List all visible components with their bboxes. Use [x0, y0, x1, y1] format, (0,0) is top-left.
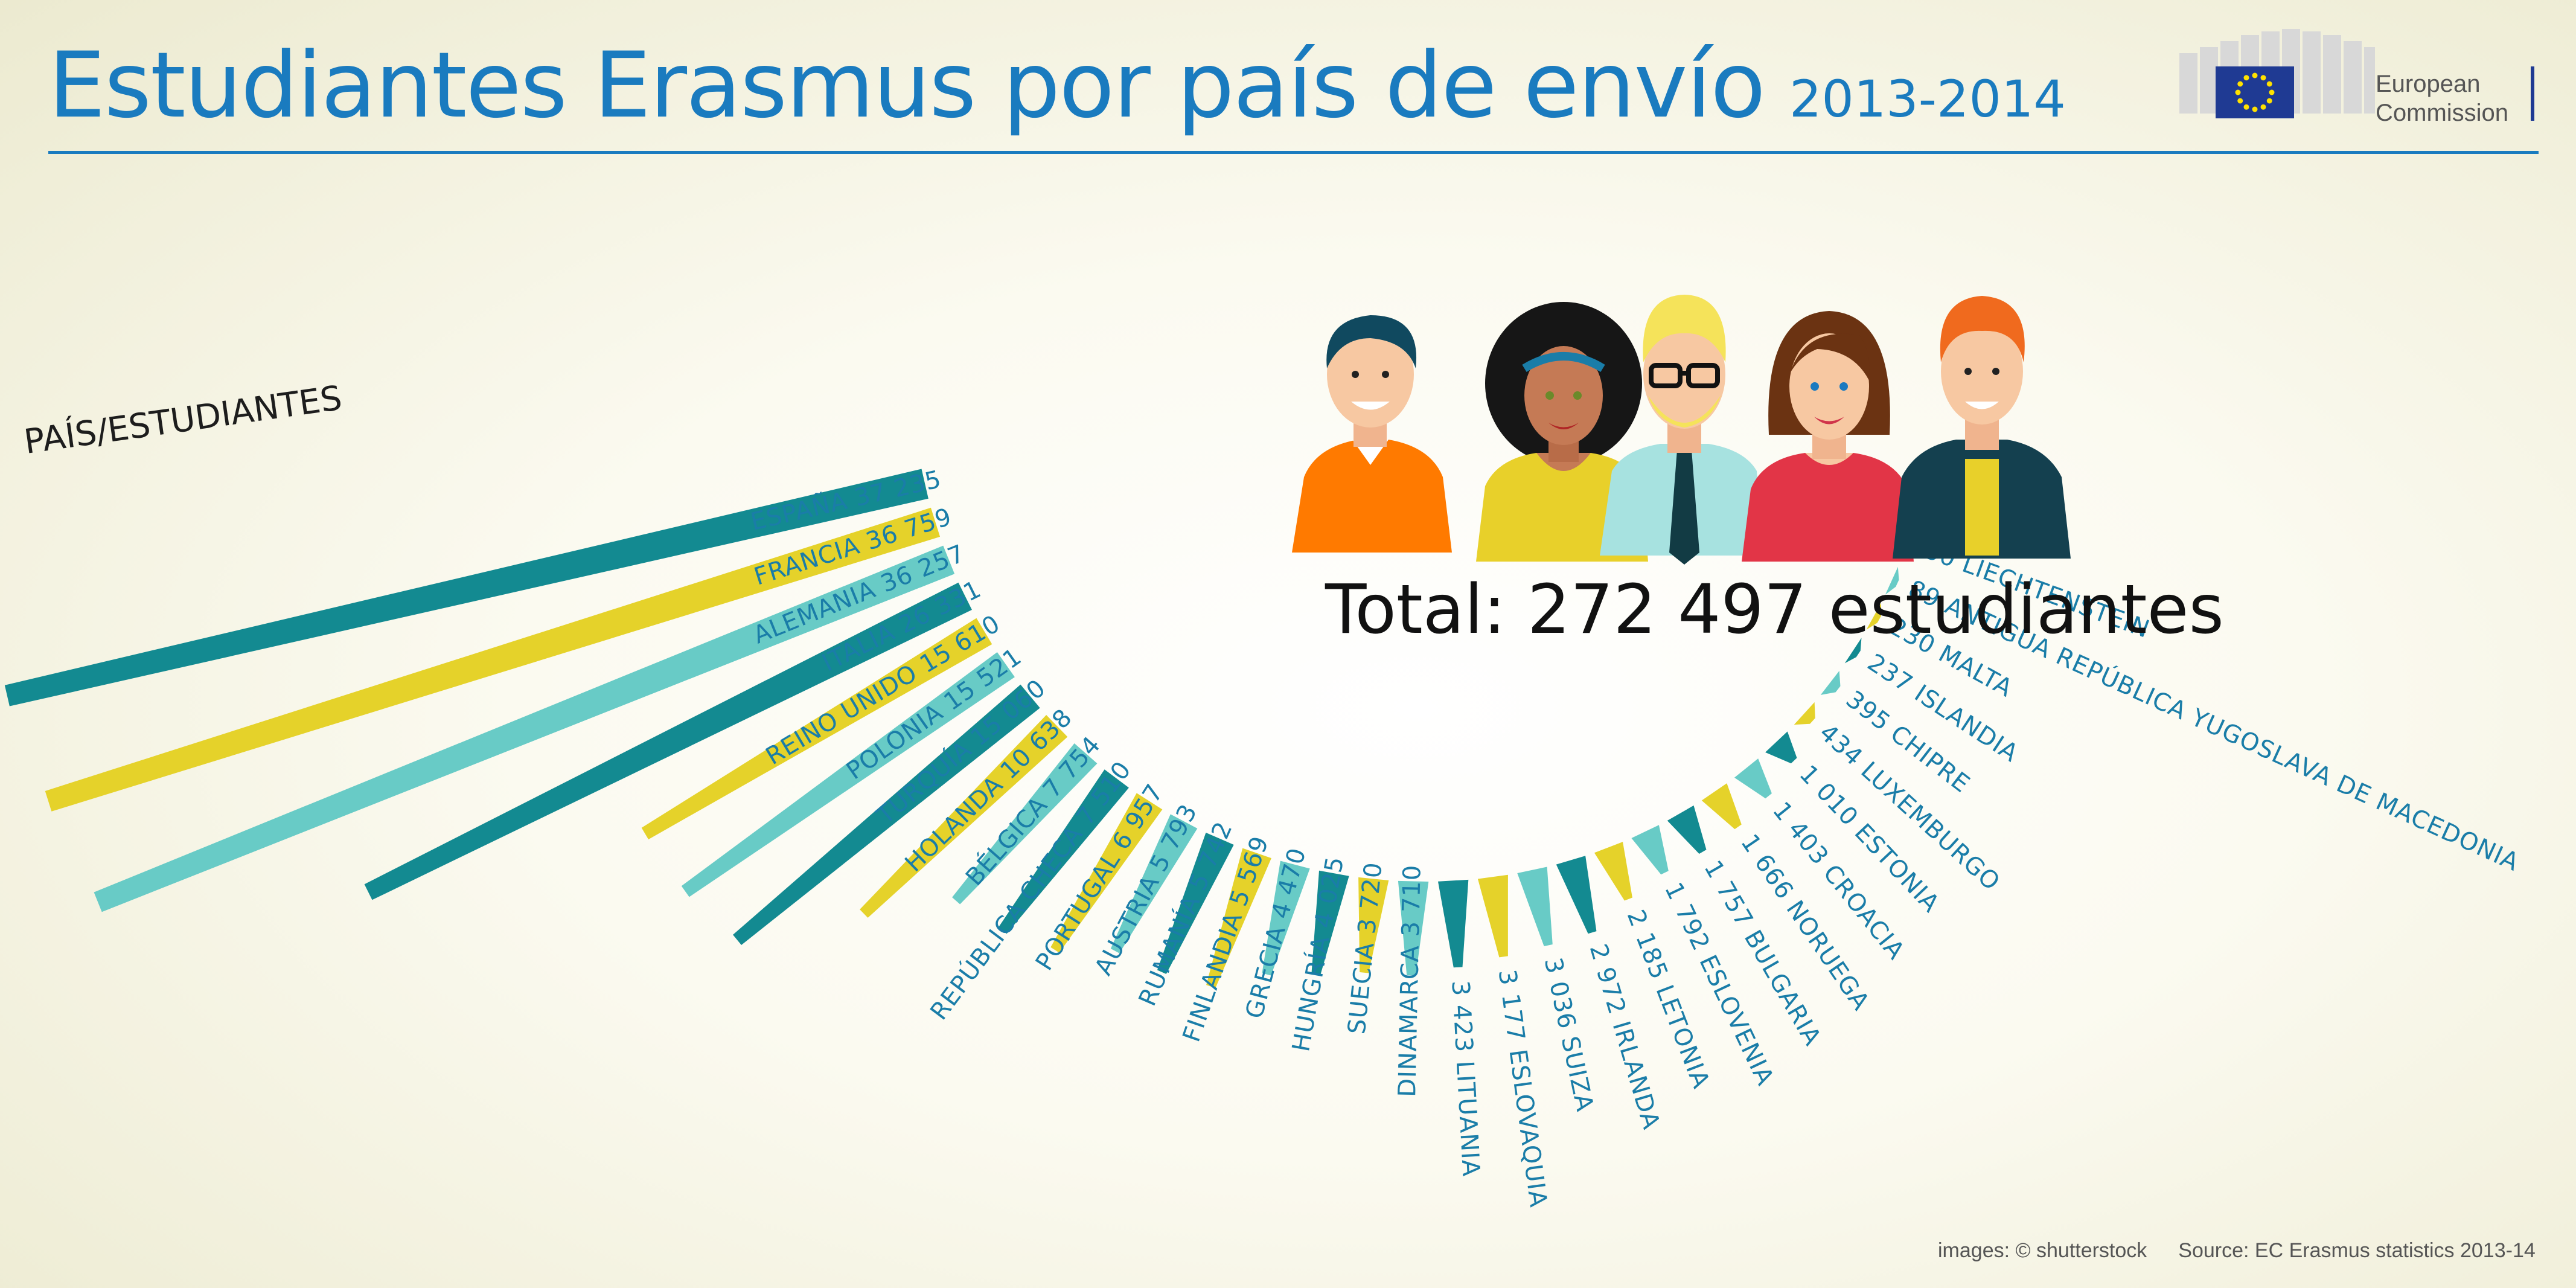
european-commission-logo: [2179, 29, 2534, 121]
category-label-espana: ESPAÑA: [748, 484, 858, 536]
bar-reino-unido: [641, 618, 992, 840]
bar-italia: [364, 582, 972, 900]
bar-croacia: [1734, 758, 1772, 799]
footer: images: © shutterstock Source: EC Erasmus…: [1938, 1239, 2536, 1263]
student-5-illustration: [1893, 296, 2071, 559]
category-label-letonia: LETONIA: [1650, 981, 1715, 1092]
value-label-hungria: 4 025: [1309, 854, 1349, 931]
bar-polonia: [681, 652, 1015, 897]
logo-text: European Commission: [2376, 69, 2508, 127]
student-1-illustration: [1292, 315, 1452, 553]
bar-letonia: [1594, 842, 1632, 901]
title-row: Estudiantes Erasmus por país de envío 20…: [48, 33, 2066, 138]
bar-label-lituania: 3 423 LITUANIA: [1446, 979, 1485, 1177]
category-label-suecia: SUECIA: [1343, 932, 1381, 1036]
bar-suecia: [1358, 877, 1389, 973]
bar-islandia: [1844, 638, 1862, 664]
bar-francia: [45, 507, 941, 812]
bar-bulgaria: [1667, 805, 1707, 854]
bar-turquia: [733, 684, 1040, 945]
value-label-grecia: 4 470: [1267, 845, 1312, 921]
bar-portugal: [1050, 793, 1163, 953]
value-label-eslovenia: 1 792: [1659, 878, 1719, 963]
page-title: Estudiantes Erasmus por país de envío: [48, 33, 1766, 138]
bar-suiza: [1517, 867, 1553, 947]
bar-alemania: [94, 545, 955, 912]
value-label-irlanda: 2 972: [1584, 941, 1634, 1026]
bar-republica-checa: [998, 769, 1129, 934]
total-students-text: Total: 272 497 estudiantes: [1325, 571, 2224, 649]
bar-hungria: [1311, 870, 1349, 975]
category-label-hungria: HUNGRÍA: [1286, 925, 1337, 1054]
bar-luxemburgo: [1794, 702, 1815, 725]
footer-source: Source: EC Erasmus statistics 2013-14: [2178, 1239, 2536, 1262]
category-label-eslovaquia: ESLOVAQUIA: [1503, 1048, 1552, 1209]
title-divider: [48, 151, 2539, 154]
bar-belgica: [952, 743, 1098, 905]
bar-grecia: [1262, 860, 1310, 976]
bar-lituania: [1437, 879, 1469, 968]
students-illustration: [1292, 295, 2071, 565]
bar-holanda: [860, 715, 1068, 918]
category-label-suiza: SUIZA: [1556, 1034, 1599, 1114]
bar-dinamarca: [1398, 880, 1429, 976]
bar-rumania: [1157, 832, 1234, 974]
student-3-illustration: [1600, 295, 1763, 565]
bar-noruega: [1701, 783, 1742, 830]
bar-eslovenia: [1631, 825, 1669, 875]
category-label-dinamarca: DINAMARCA: [1393, 937, 1425, 1098]
bar-espana: [4, 469, 928, 706]
page-subtitle: 2013-2014: [1789, 69, 2066, 129]
value-label-suiza: 3 036: [1539, 955, 1583, 1040]
logo-text-line-2: Commission: [2376, 100, 2509, 126]
value-label-dinamarca: 3 710: [1397, 864, 1427, 937]
bar-antigua-republica-yugoslava-de-macedonia: [1885, 566, 1899, 595]
student-4-illustration: [1742, 311, 1914, 562]
value-label-suecia: 3 720: [1353, 860, 1388, 935]
value-label-eslovaquia: 3 177: [1493, 968, 1531, 1051]
category-label-lituania: LITUANIA: [1451, 1060, 1485, 1177]
bar-malta: [1866, 603, 1881, 630]
bar-finlandia: [1206, 848, 1271, 988]
value-label-letonia: 2 185: [1622, 906, 1676, 992]
category-label-grecia: GRECIA: [1241, 915, 1294, 1022]
footer-images-credit: images: © shutterstock: [1938, 1239, 2147, 1262]
bar-chipre: [1820, 671, 1841, 695]
bar-irlanda: [1556, 856, 1597, 934]
bar-austria: [1110, 814, 1198, 953]
category-label-luxemburgo: LUXEMBURGO: [1855, 757, 2005, 897]
bar-label-suecia: SUECIA 3 720: [1343, 860, 1388, 1035]
category-label-irlanda: IRLANDA: [1607, 1018, 1666, 1133]
bar-eslovaquia: [1477, 874, 1508, 958]
bar-label-suiza: 3 036 SUIZA: [1539, 955, 1599, 1114]
bar-label-eslovaquia: 3 177 ESLOVAQUIA: [1493, 968, 1552, 1210]
bar-label-dinamarca: DINAMARCA 3 710: [1393, 864, 1427, 1097]
logo-text-line-1: European: [2376, 71, 2481, 97]
bar-estonia: [1765, 731, 1797, 764]
value-label-lituania: 3 423: [1446, 979, 1478, 1062]
